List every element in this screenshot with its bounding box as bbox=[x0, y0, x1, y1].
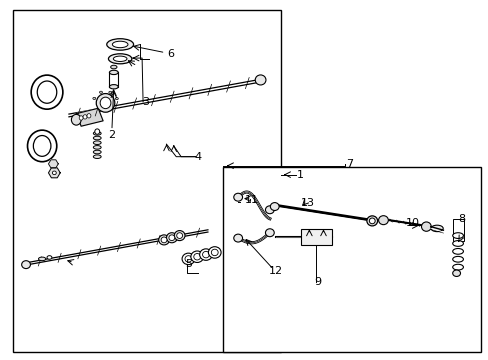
Ellipse shape bbox=[93, 141, 101, 144]
Ellipse shape bbox=[190, 251, 203, 262]
Ellipse shape bbox=[452, 240, 463, 246]
Polygon shape bbox=[48, 160, 58, 168]
Ellipse shape bbox=[93, 145, 101, 149]
Bar bbox=[13, 10, 281, 352]
Ellipse shape bbox=[421, 222, 430, 231]
Ellipse shape bbox=[199, 249, 212, 260]
Ellipse shape bbox=[452, 270, 460, 276]
Ellipse shape bbox=[158, 235, 169, 245]
Ellipse shape bbox=[31, 75, 63, 109]
Ellipse shape bbox=[112, 41, 128, 48]
Bar bbox=[300, 229, 331, 245]
Ellipse shape bbox=[452, 256, 463, 262]
Ellipse shape bbox=[106, 39, 133, 50]
Ellipse shape bbox=[33, 135, 51, 156]
Ellipse shape bbox=[233, 234, 242, 242]
Ellipse shape bbox=[109, 85, 118, 89]
Polygon shape bbox=[48, 168, 60, 178]
Text: 3: 3 bbox=[142, 97, 149, 107]
Ellipse shape bbox=[368, 218, 374, 224]
Ellipse shape bbox=[83, 115, 87, 119]
Ellipse shape bbox=[93, 136, 101, 140]
Ellipse shape bbox=[95, 129, 100, 134]
Ellipse shape bbox=[366, 216, 377, 226]
Ellipse shape bbox=[93, 150, 101, 154]
Ellipse shape bbox=[52, 171, 56, 175]
Text: 11: 11 bbox=[244, 195, 258, 205]
Text: 7: 7 bbox=[345, 159, 352, 169]
Ellipse shape bbox=[452, 233, 463, 238]
Ellipse shape bbox=[110, 65, 117, 69]
Ellipse shape bbox=[265, 229, 274, 237]
Ellipse shape bbox=[96, 94, 115, 112]
Ellipse shape bbox=[113, 56, 127, 62]
Ellipse shape bbox=[176, 233, 182, 238]
Ellipse shape bbox=[93, 155, 101, 158]
Ellipse shape bbox=[452, 264, 463, 270]
Ellipse shape bbox=[208, 247, 221, 258]
Ellipse shape bbox=[430, 225, 442, 231]
Ellipse shape bbox=[109, 91, 112, 93]
Text: 12: 12 bbox=[268, 266, 283, 276]
Ellipse shape bbox=[182, 253, 194, 265]
Ellipse shape bbox=[115, 98, 118, 100]
Ellipse shape bbox=[265, 206, 274, 214]
Ellipse shape bbox=[168, 235, 174, 240]
Ellipse shape bbox=[93, 97, 96, 99]
Ellipse shape bbox=[37, 81, 57, 103]
Ellipse shape bbox=[79, 116, 83, 120]
Text: 4: 4 bbox=[194, 152, 202, 162]
Ellipse shape bbox=[99, 91, 102, 93]
Text: 2: 2 bbox=[108, 130, 115, 140]
Text: 13: 13 bbox=[300, 198, 314, 208]
Text: 5: 5 bbox=[184, 259, 191, 269]
Ellipse shape bbox=[452, 248, 463, 254]
Text: 6: 6 bbox=[166, 49, 174, 59]
Text: 10: 10 bbox=[405, 218, 419, 228]
Ellipse shape bbox=[193, 253, 200, 260]
Bar bbox=[222, 167, 480, 352]
Ellipse shape bbox=[174, 230, 184, 240]
Text: 1: 1 bbox=[297, 170, 304, 180]
Ellipse shape bbox=[109, 70, 118, 75]
Ellipse shape bbox=[211, 249, 218, 256]
Ellipse shape bbox=[270, 203, 279, 211]
Ellipse shape bbox=[39, 257, 46, 261]
Ellipse shape bbox=[21, 261, 30, 269]
Ellipse shape bbox=[27, 130, 57, 162]
Ellipse shape bbox=[71, 114, 81, 125]
Ellipse shape bbox=[166, 233, 177, 243]
Bar bbox=[452, 220, 463, 241]
Ellipse shape bbox=[47, 256, 52, 259]
Ellipse shape bbox=[87, 114, 91, 118]
Text: 8: 8 bbox=[457, 215, 464, 224]
Ellipse shape bbox=[233, 193, 242, 201]
Ellipse shape bbox=[161, 237, 166, 243]
Ellipse shape bbox=[108, 54, 132, 64]
Ellipse shape bbox=[100, 97, 111, 109]
Polygon shape bbox=[76, 108, 103, 126]
Text: 9: 9 bbox=[313, 277, 321, 287]
Ellipse shape bbox=[378, 216, 387, 225]
Ellipse shape bbox=[184, 256, 191, 262]
Ellipse shape bbox=[93, 132, 101, 135]
Ellipse shape bbox=[202, 251, 209, 258]
Ellipse shape bbox=[255, 75, 265, 85]
